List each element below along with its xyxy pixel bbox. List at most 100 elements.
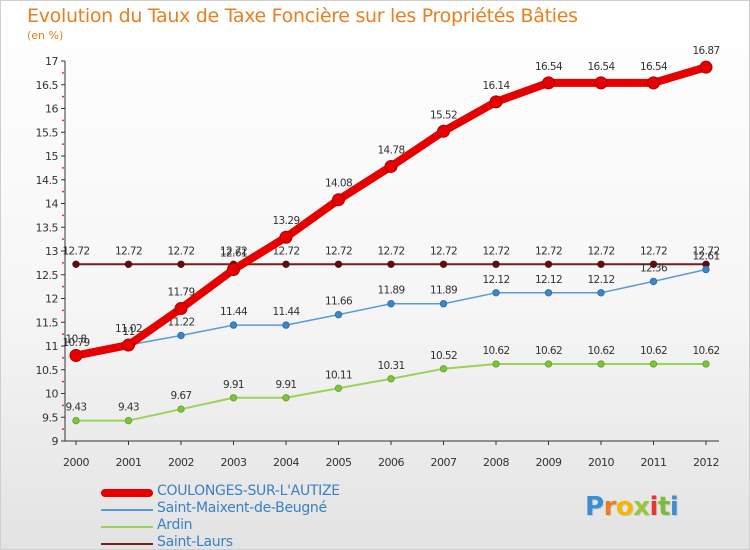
data-label-coulonges-sur-l-autize: 16.14 [482,80,510,92]
y-minor-tick [62,214,64,217]
y-minor-tick [62,143,64,146]
data-label-saint-laurs: 12.72 [272,245,299,257]
y-minor-tick [62,333,64,336]
y-minor-tick [62,285,64,288]
data-label-coulonges-sur-l-autize: 11.02 [115,323,142,335]
x-tick-label: 2003 [221,456,247,469]
data-point-coulonges-sur-l-autize [699,60,713,74]
data-point-ardin [229,394,238,402]
data-label-saint-laurs: 12.72 [220,245,247,257]
data-label-saint-maixent-de-beugn: 12.12 [482,274,509,286]
y-minor-tick [62,261,64,264]
data-label-saint-laurs: 12.72 [377,245,404,257]
data-label-ardin: 10.62 [640,345,667,357]
data-point-coulonges-sur-l-autize [594,76,608,90]
data-point-coulonges-sur-l-autize [332,193,345,207]
data-label-ardin: 10.31 [377,360,404,372]
data-point-saint-maixent-de-beugn [229,321,238,329]
data-label-saint-laurs: 12.72 [430,245,457,257]
data-point-ardin [702,360,710,368]
data-label-ardin: 10.62 [587,345,614,357]
y-tick-label: 14 [45,198,58,211]
data-point-ardin [72,416,80,425]
data-label-saint-maixent-de-beugn: 12.12 [587,274,614,286]
data-label-saint-maixent-de-beugn: 12.12 [535,274,562,286]
data-point-saint-maixent-de-beugn [282,321,290,329]
data-label-saint-maixent-de-beugn: 11 [122,326,134,338]
data-label-saint-maixent-de-beugn: 12.36 [640,262,668,274]
data-label-ardin: 10.52 [430,350,457,362]
y-tick-label: 16 [45,103,58,116]
data-point-saint-maixent-de-beugn [177,331,185,340]
y-tick-label: 12 [45,293,58,306]
data-point-ardin [439,365,448,373]
data-label-coulonges-sur-l-autize: 10.8 [66,334,87,346]
data-label-coulonges-sur-l-autize: 13.29 [272,215,299,227]
data-label-coulonges-sur-l-autize: 16.87 [692,45,719,57]
data-label-ardin: 10.62 [692,345,719,357]
data-point-saint-laurs [124,260,133,268]
x-tick-label: 2008 [483,456,509,469]
y-tick-label: 15.5 [36,126,59,139]
y-tick-label: 13 [45,245,58,258]
data-point-saint-laurs [544,260,553,268]
logo-letter: x [633,492,650,522]
data-point-ardin [124,416,133,425]
y-minor-tick [62,95,64,98]
x-tick-label: 2006 [378,456,404,469]
series-line-coulonges-sur-l-autize [72,63,710,360]
data-point-coulonges-sur-l-autize [489,95,503,109]
legend-swatch [101,509,153,511]
legend-label: Saint-Laurs [157,534,233,550]
x-tick-label: 2005 [326,456,352,469]
y-minor-tick [62,309,64,312]
y-tick-label: 11 [45,340,58,353]
data-label-saint-laurs: 12.72 [167,245,194,257]
x-tick-label: 2009 [536,456,562,469]
y-tick-label: 9 [52,435,59,448]
data-point-saint-maixent-de-beugn [649,277,658,286]
y-minor-tick [62,428,64,431]
data-label-saint-maixent-de-beugn: 10.79 [62,337,89,349]
data-label-coulonges-sur-l-autize: 14.78 [377,144,404,156]
data-point-coulonges-sur-l-autize [174,301,188,315]
y-minor-tick [62,71,64,74]
x-tick-label: 2001 [116,456,142,469]
y-tick-label: 14.5 [36,174,59,187]
y-tick-label: 13.5 [36,221,59,234]
data-label-saint-laurs: 12.72 [692,245,719,257]
logo-letter: o [615,492,634,522]
y-minor-tick [62,356,64,359]
data-label-saint-maixent-de-beugn: 11.44 [272,306,300,318]
data-point-saint-maixent-de-beugn [544,289,553,297]
logo-letter: P [585,492,604,522]
x-tick-label: 2002 [168,456,194,469]
data-point-coulonges-sur-l-autize [437,124,450,138]
y-minor-tick [62,119,64,122]
data-label-coulonges-sur-l-autize: 14.08 [325,178,352,190]
data-label-saint-laurs: 12.72 [115,245,142,257]
chart-title: Evolution du Taux de Taxe Foncière sur l… [27,5,578,27]
data-point-saint-laurs [72,260,80,268]
data-point-saint-maixent-de-beugn [439,300,448,308]
data-label-ardin: 10.11 [325,369,352,381]
legend-swatch [101,489,153,497]
data-label-saint-laurs: 12.72 [587,245,614,257]
data-point-saint-maixent-de-beugn [334,310,343,319]
logo-letter: i [649,492,659,522]
data-label-ardin: 10.62 [482,345,509,357]
data-label-saint-laurs: 12.72 [482,245,509,257]
legend-swatch [101,526,153,528]
data-label-ardin: 9.43 [66,402,87,414]
data-label-coulonges-sur-l-autize: 16.54 [535,61,563,73]
data-point-saint-maixent-de-beugn [702,265,710,274]
data-label-saint-laurs: 12.72 [640,245,667,257]
data-label-saint-laurs: 12.72 [535,245,562,257]
y-tick-label: 16.5 [36,79,59,92]
data-point-coulonges-sur-l-autize [384,159,398,173]
legend-swatch [101,543,153,545]
y-minor-tick [62,404,64,407]
data-point-ardin [649,360,658,368]
